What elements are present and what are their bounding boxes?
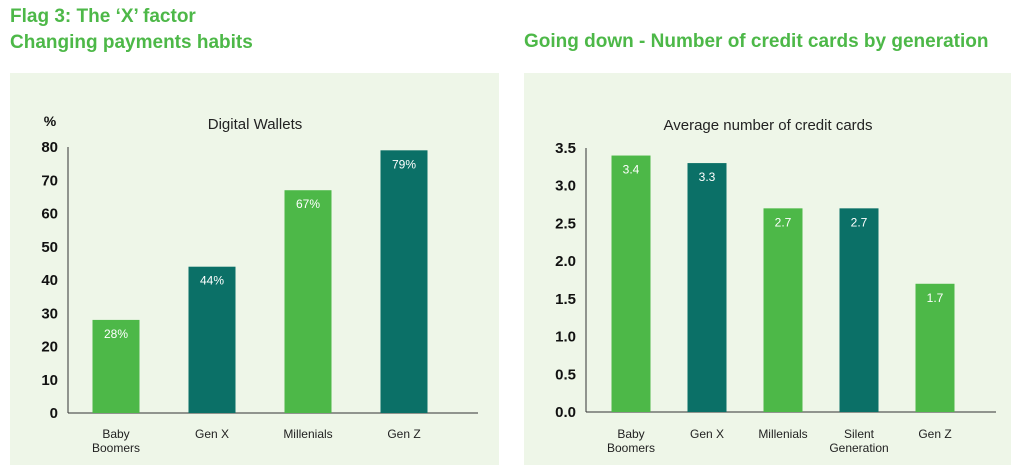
bar-data-label: 3.3: [699, 170, 716, 184]
category-label: Millenials: [758, 427, 807, 441]
category-label: Gen X: [690, 427, 724, 441]
bar-data-label: 44%: [200, 274, 224, 288]
digital-wallets-chart: Digital Wallets% 0 10 20 30 40 50 60 70 80 28% Baby…: [41, 113, 478, 455]
category-label: Gen Z: [918, 427, 951, 441]
cc-bar-3: [839, 208, 879, 412]
right-heading: Going down - Number of credit cards by g…: [524, 31, 989, 52]
cc-bar-1: [687, 163, 727, 412]
chart-title: Digital Wallets: [208, 116, 302, 133]
category-label: Silent Generation: [829, 427, 888, 455]
cc-bar-0: [611, 155, 651, 412]
bar-data-label: 67%: [296, 197, 320, 211]
category-label: Baby Boomers: [607, 427, 655, 455]
dw-bar-2: [284, 190, 332, 413]
left-heading: Flag 3: The ‘X’ factor Changing payments…: [10, 4, 253, 56]
left-heading-line1: Flag 3: The ‘X’ factor: [10, 6, 196, 27]
dw-bar-0: [92, 319, 140, 413]
cc-bar-4: [915, 283, 955, 412]
y-tick-label: 0.0: [555, 404, 576, 421]
y-tick-label: 3.5: [555, 140, 576, 157]
y-tick-label: 0.5: [555, 366, 576, 383]
y-tick-label: 60: [41, 206, 58, 223]
left-heading-line2: Changing payments habits: [10, 32, 253, 53]
y-tick-label: 30: [41, 305, 58, 322]
credit-cards-panel: Average number of credit cards 0.0 0.5 1.0 1…: [524, 73, 1011, 465]
y-tick-label: 0: [50, 405, 58, 422]
y-tick-label: 10: [41, 372, 58, 389]
category-label: Gen Z: [387, 427, 420, 441]
dw-bar-3: [380, 150, 428, 413]
bar-data-label: 79%: [392, 157, 416, 171]
bar-data-label: 3.4: [623, 163, 640, 177]
y-tick-label: 80: [41, 139, 58, 156]
y-tick-label: 70: [41, 172, 58, 189]
y-tick-label: 1.5: [555, 291, 576, 308]
category-label: Gen X: [195, 427, 229, 441]
y-tick-label: 50: [41, 239, 58, 256]
y-tick-label: 20: [41, 339, 58, 356]
bar-data-label: 2.7: [851, 215, 868, 229]
y-tick-label: 40: [41, 272, 58, 289]
y-tick-label: 3.0: [555, 178, 576, 195]
category-label: Baby Boomers: [92, 427, 140, 455]
y-axis-unit-label: %: [44, 113, 57, 129]
bar-data-label: 1.7: [927, 291, 944, 305]
credit-cards-chart: Average number of credit cards 0.0 0.5 1.0 1…: [555, 117, 996, 455]
chart-title: Average number of credit cards: [664, 117, 873, 134]
digital-wallets-panel: Digital Wallets% 0 10 20 30 40 50 60 70 80 28% Baby…: [10, 73, 499, 465]
y-tick-label: 2.5: [555, 215, 576, 232]
dw-bar-1: [188, 266, 236, 413]
category-label: Millenials: [283, 427, 332, 441]
y-tick-label: 2.0: [555, 253, 576, 270]
bar-data-label: 28%: [104, 327, 128, 341]
bar-data-label: 2.7: [775, 215, 792, 229]
y-tick-label: 1.0: [555, 329, 576, 346]
cc-bar-2: [763, 208, 803, 412]
